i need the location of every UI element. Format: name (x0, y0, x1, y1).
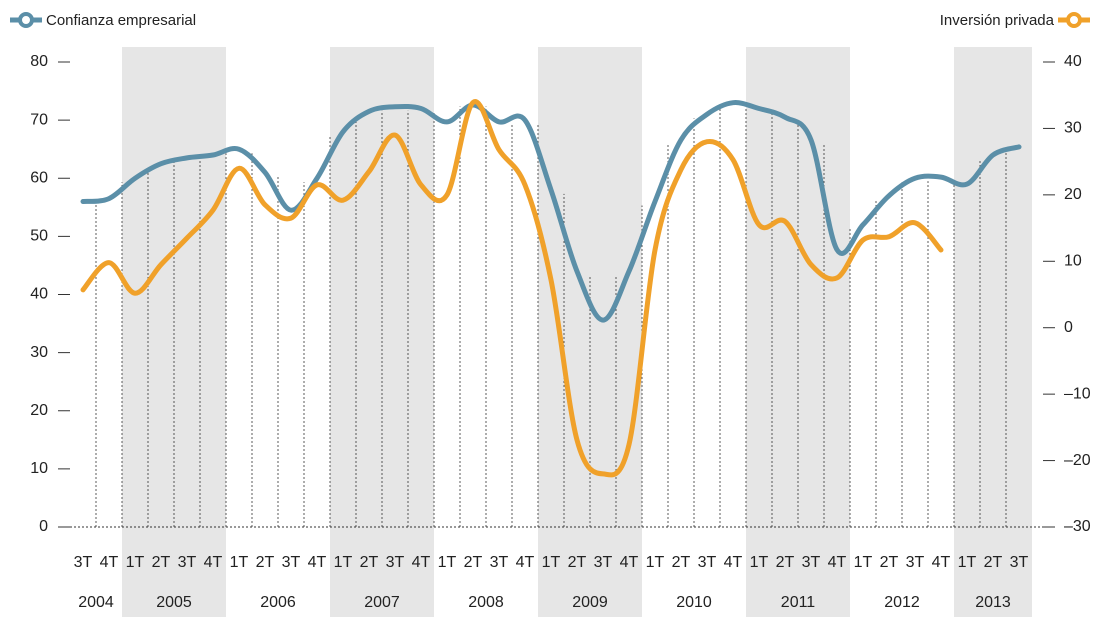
x-tick-label: 2T (464, 554, 483, 571)
year-label: 2008 (468, 594, 504, 611)
y-tick-label: 30 (30, 344, 48, 361)
x-tick-label: 3T (386, 554, 405, 571)
legend-marker (1066, 12, 1082, 28)
year-band (122, 47, 226, 617)
x-tick-label: 4T (516, 554, 535, 571)
x-tick-label: 1T (750, 554, 769, 571)
year-band (954, 47, 1032, 617)
x-tick-label: 4T (724, 554, 743, 571)
x-tick-label: 1T (126, 554, 145, 571)
x-tick-label: 4T (100, 554, 119, 571)
y-tick-label: 10 (30, 460, 48, 477)
y2-tick-label: –10 (1064, 385, 1091, 402)
year-label: 2004 (78, 594, 114, 611)
x-tick-label: 2T (568, 554, 587, 571)
y2-tick-label: –30 (1064, 518, 1091, 535)
series-lines (80, 99, 1022, 478)
x-tick-label: 4T (204, 554, 223, 571)
x-tick-label: 2T (360, 554, 379, 571)
series-line (80, 99, 944, 478)
y2-tick-label: 0 (1064, 319, 1073, 336)
y-tick-label: 70 (30, 111, 48, 128)
x-tick-label: 1T (334, 554, 353, 571)
x-tick-label: 4T (412, 554, 431, 571)
x-tick-label: 3T (698, 554, 717, 571)
year-label: 2013 (975, 594, 1011, 611)
y2-tick-label: 10 (1064, 253, 1082, 270)
year-band (746, 47, 850, 617)
x-tick-label: 3T (802, 554, 821, 571)
legend: Confianza empresarial Inversión privada (10, 12, 1090, 29)
year-label: 2011 (781, 594, 816, 611)
year-label: 2005 (156, 594, 192, 611)
legend-label: Confianza empresarial (46, 12, 196, 29)
x-tick-label: 3T (74, 554, 93, 571)
x-tick-label: 1T (958, 554, 977, 571)
x-tick-label: 1T (542, 554, 561, 571)
x-tick-label: 2T (672, 554, 691, 571)
y2-tick-label: 30 (1064, 120, 1082, 137)
x-tick-label: 1T (854, 554, 873, 571)
year-label: 2010 (676, 594, 712, 611)
y-tick-label: 80 (30, 53, 48, 70)
x-tick-label: 2T (152, 554, 171, 571)
year-bands (122, 47, 1032, 617)
x-tick-label: 2T (984, 554, 1003, 571)
x-tick-label: 1T (438, 554, 457, 571)
x-tick-label: 3T (282, 554, 301, 571)
x-tick-label: 2T (776, 554, 795, 571)
year-label: 2012 (884, 594, 920, 611)
year-label: 2009 (572, 594, 608, 611)
x-tick-label: 4T (932, 554, 951, 571)
x-tick-label: 1T (646, 554, 665, 571)
y2-tick-label: –20 (1064, 452, 1091, 469)
x-tick-label: 3T (1010, 554, 1029, 571)
x-tick-label: 2T (880, 554, 899, 571)
y2-tick-label: 40 (1064, 53, 1082, 70)
legend-marker (18, 12, 34, 28)
axes: 2004 2005 2006 2007 2008 2009 2010 2011 2012 2013… (30, 53, 1091, 611)
x-tick-label: 4T (828, 554, 847, 571)
x-tick-label: 2T (256, 554, 275, 571)
year-label: 2006 (260, 594, 296, 611)
y-tick-label: 60 (30, 169, 48, 186)
y-tick-label: 40 (30, 286, 48, 303)
y-tick-label: 0 (39, 518, 48, 535)
x-tick-label: 4T (620, 554, 639, 571)
legend-label: Inversión privada (940, 12, 1055, 29)
x-tick-label: 1T (230, 554, 249, 571)
x-tick-label: 3T (594, 554, 613, 571)
y-tick-label: 20 (30, 402, 48, 419)
x-tick-label: 3T (178, 554, 197, 571)
year-band (538, 47, 642, 617)
y2-tick-label: 20 (1064, 186, 1082, 203)
x-tick-label: 3T (906, 554, 925, 571)
y-tick-label: 50 (30, 228, 48, 245)
series-line (80, 100, 1022, 323)
year-label: 2007 (364, 594, 400, 611)
x-tick-label: 4T (308, 554, 327, 571)
x-tick-label: 3T (490, 554, 509, 571)
